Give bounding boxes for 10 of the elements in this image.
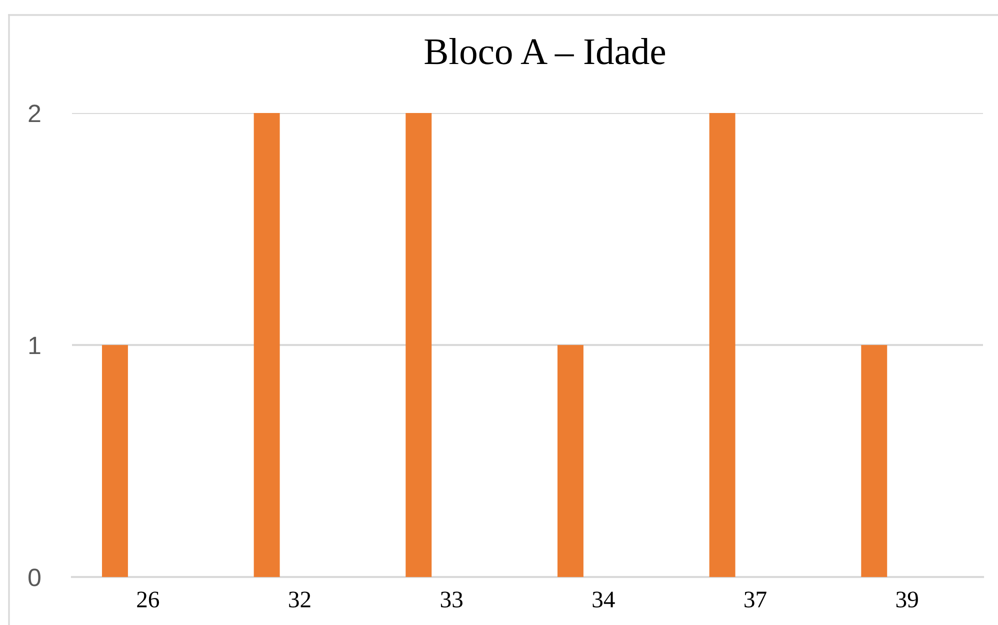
x-tick-label: 32 (289, 592, 310, 608)
x-tick-label: 33 (440, 592, 462, 608)
x-tick-label: 37 (744, 592, 766, 608)
x-tick-label: 39 (896, 592, 918, 608)
chart-title: Bloco A – Idade (424, 38, 666, 64)
y-tick-label: 0 (28, 568, 40, 586)
x-tick-label: 34 (592, 592, 615, 608)
y-tick-label: 2 (28, 104, 40, 122)
x-tick-label: 26 (137, 592, 160, 608)
y-tick-label: 1 (29, 336, 40, 354)
